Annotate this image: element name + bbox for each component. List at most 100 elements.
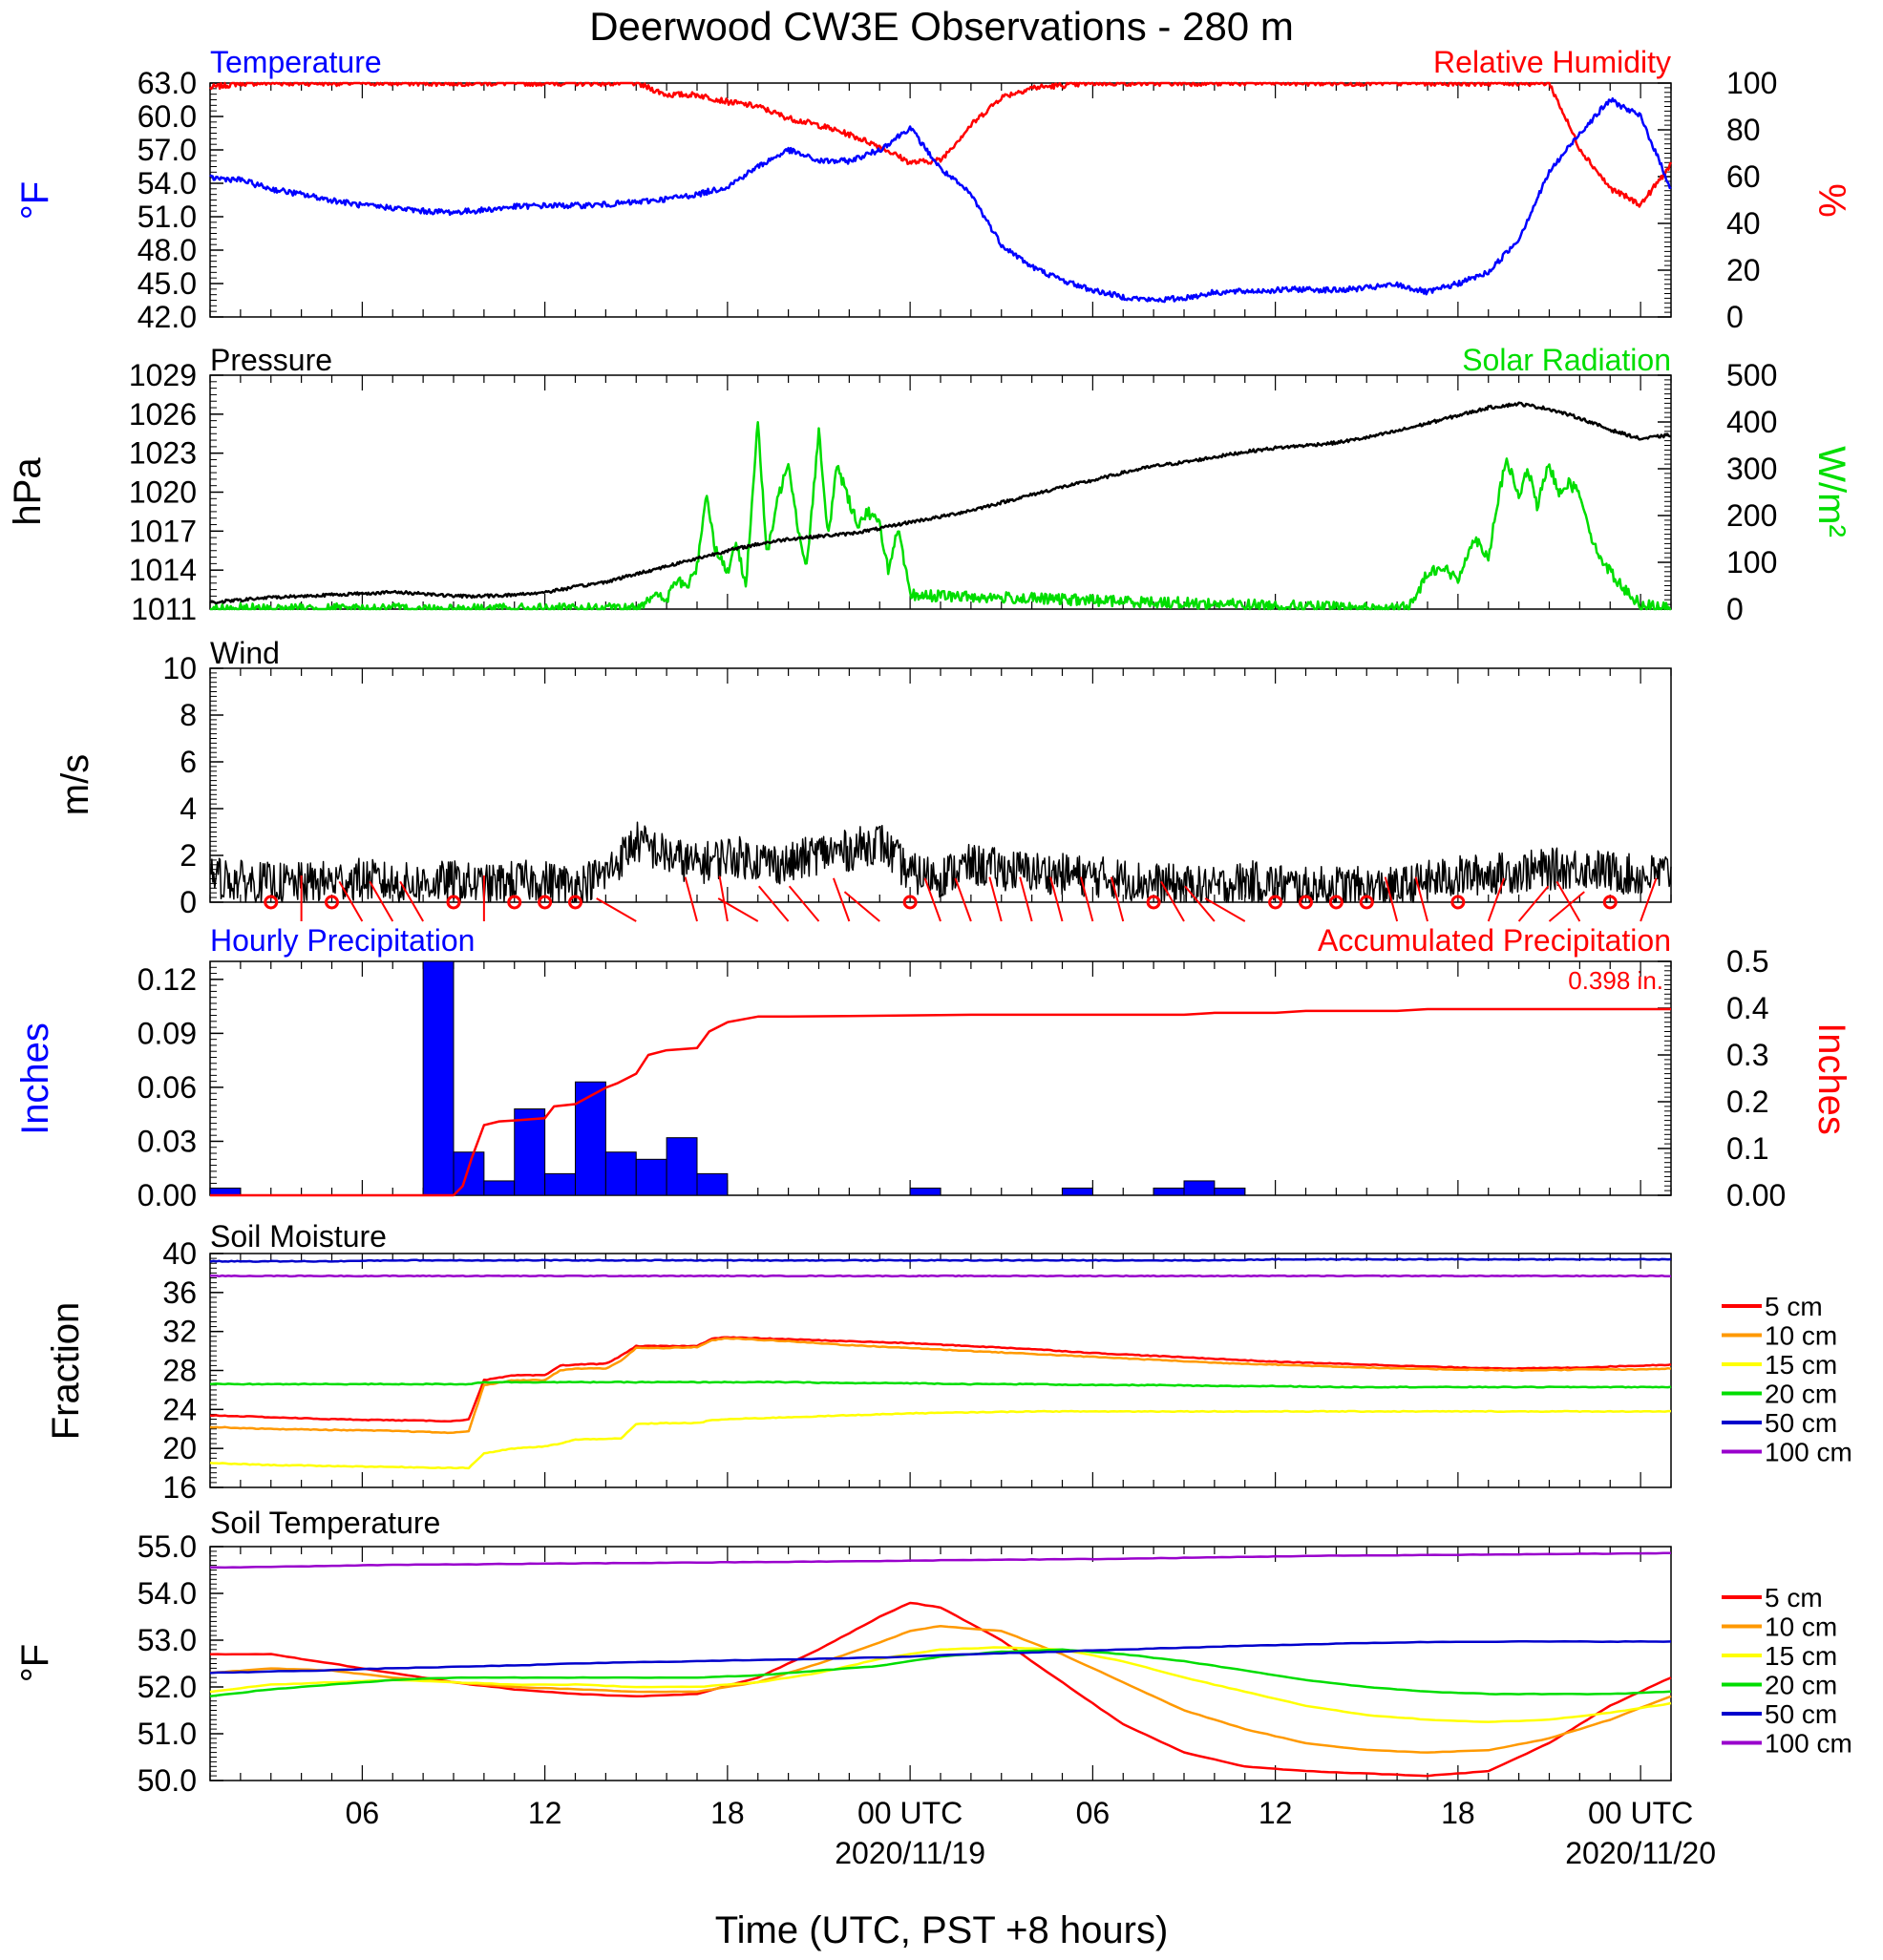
solar-series-line (210, 421, 1671, 611)
legend-label: 100 cm (1765, 1729, 1852, 1759)
hourly-precip-bar (1153, 1187, 1185, 1196)
left-tick-label: 20 (162, 1431, 197, 1465)
left-tick-label: 57.0 (138, 133, 197, 167)
left-tick-label: 48.0 (138, 233, 197, 267)
wind-barb (1184, 885, 1216, 922)
pressure-unit: hPa (7, 457, 49, 526)
wind-barb (1555, 880, 1581, 922)
wind-barb (843, 891, 880, 922)
calm-wind-marker (1359, 895, 1374, 910)
left-tick-label: 1026 (129, 397, 197, 432)
hourly-precip-bar (909, 1187, 942, 1196)
chart-title: Deerwood CW3E Observations - 280 m (589, 4, 1294, 49)
soil-moisture-line-3 (209, 1380, 1672, 1389)
temp-rh-axes: 42.045.048.051.054.057.060.063.0 0 20 40 60 8… (138, 66, 1778, 334)
left-tick-label: 4 (180, 791, 197, 826)
wind-axes: 0 2 4 6 8 10 (162, 651, 1672, 919)
wind-barb (1640, 877, 1658, 922)
precip-total-label: 0.398 in. (1568, 966, 1663, 995)
hourly-precip-bar (1062, 1187, 1093, 1196)
left-tick-label: 0 (180, 885, 197, 919)
soil-temp-line-4 (209, 1640, 1672, 1675)
right-tick-label: 60 (1726, 159, 1761, 194)
left-tick-label: 1014 (129, 553, 197, 587)
legend-label: 5 cm (1765, 1292, 1823, 1321)
pressure-series-line (210, 401, 1671, 605)
solar-title: Solar Radiation (1462, 343, 1671, 377)
hourly-precip-bar (575, 1081, 606, 1196)
left-tick-label: 28 (162, 1354, 197, 1388)
soil-moisture-line-5 (209, 1274, 1672, 1278)
wind-barb (1384, 876, 1399, 922)
precipitation-panel: Hourly Precipitation Accumulated Precipi… (14, 923, 1852, 1212)
x-axis: 06 12 18 00 UTC 06 12 18 00 UTC 2020/11/19 2020/1… (346, 1796, 1716, 1870)
calm-wind-marker (568, 895, 582, 910)
calm-wind-marker (1268, 895, 1283, 910)
left-tick-label: 1023 (129, 436, 197, 471)
temperature-title: Temperature (210, 45, 382, 79)
left-tick-label: 32 (162, 1315, 197, 1349)
wind-lines (209, 821, 1672, 922)
wind-panel: Wind m/s 0 2 4 6 8 10 (54, 636, 1672, 922)
wind-barb (1414, 876, 1428, 922)
wind-barb (369, 880, 394, 922)
wind-barb (1110, 876, 1125, 922)
left-tick-label: 36 (162, 1275, 197, 1310)
hourly-precip-bar (635, 1158, 667, 1196)
right-tick-label: 0 (1726, 592, 1744, 626)
calm-wind-marker (538, 895, 553, 910)
soil-moisture-panel: Soil Moisture Fraction 16 20 24 28 32 36 40 5 … (45, 1219, 1852, 1505)
x-tick-label: 06 (1076, 1796, 1111, 1830)
x-tick-label: 00 UTC (857, 1796, 963, 1830)
left-tick-label: 50.0 (138, 1763, 197, 1798)
right-tick-label: 0.4 (1726, 991, 1768, 1025)
left-tick-label: 8 (180, 698, 197, 732)
wind-barb (1160, 880, 1185, 922)
wind-barb (988, 876, 1003, 922)
wind-barb (758, 885, 790, 922)
wind-title: Wind (210, 636, 280, 670)
calm-wind-marker (1328, 895, 1343, 910)
right-tick-label: 100 (1726, 66, 1777, 100)
left-tick-label: 1029 (129, 358, 197, 392)
wind-barb (923, 877, 942, 922)
hourly-precip-bar (696, 1172, 729, 1196)
x-tick-label: 06 (346, 1796, 380, 1830)
legend-label: 10 cm (1765, 1612, 1837, 1642)
right-tick-label: 500 (1726, 358, 1777, 392)
left-tick-label: 54.0 (138, 1576, 197, 1611)
right-tick-label: 400 (1726, 405, 1777, 439)
wind-barb (718, 875, 729, 922)
legend-label: 15 cm (1765, 1641, 1837, 1671)
wind-barb (1049, 876, 1064, 922)
wind-barb (1019, 876, 1033, 922)
right-tick-label: 0 (1726, 300, 1744, 334)
hourly-precip-bar (604, 1151, 637, 1196)
right-tick-label: 100 (1726, 545, 1777, 580)
left-tick-label: 45.0 (138, 266, 197, 301)
legend-label: 5 cm (1765, 1583, 1823, 1612)
left-tick-label: 60.0 (138, 99, 197, 134)
right-tick-label: 40 (1726, 206, 1761, 241)
wind-barb (717, 897, 759, 922)
temperature-unit: °F (14, 181, 56, 220)
left-tick-label: 0.12 (138, 962, 197, 997)
soil-temp-axes: 50.0 51.0 52.0 53.0 54.0 55.0 (138, 1529, 1672, 1798)
hourly-precip-bar (1183, 1180, 1216, 1196)
legend-label: 15 cm (1765, 1350, 1837, 1380)
left-tick-label: 2 (180, 838, 197, 873)
calm-wind-marker (325, 895, 339, 910)
soil-moisture-line-0 (209, 1336, 1672, 1423)
humidity-unit: % (1810, 183, 1852, 218)
x-date-label: 2020/11/19 (835, 1836, 985, 1870)
left-tick-label: 24 (162, 1392, 197, 1426)
legend-label: 20 cm (1765, 1380, 1837, 1409)
hourly-precip-bar (666, 1137, 698, 1196)
right-tick-label: 0.5 (1726, 944, 1768, 979)
soil-moisture-line-2 (209, 1409, 1671, 1470)
wind-barb (1517, 885, 1550, 922)
hourly-precip-bar (422, 960, 455, 1196)
soil-moisture-title: Soil Moisture (210, 1219, 387, 1254)
soil-temp-unit: °F (14, 1644, 56, 1682)
